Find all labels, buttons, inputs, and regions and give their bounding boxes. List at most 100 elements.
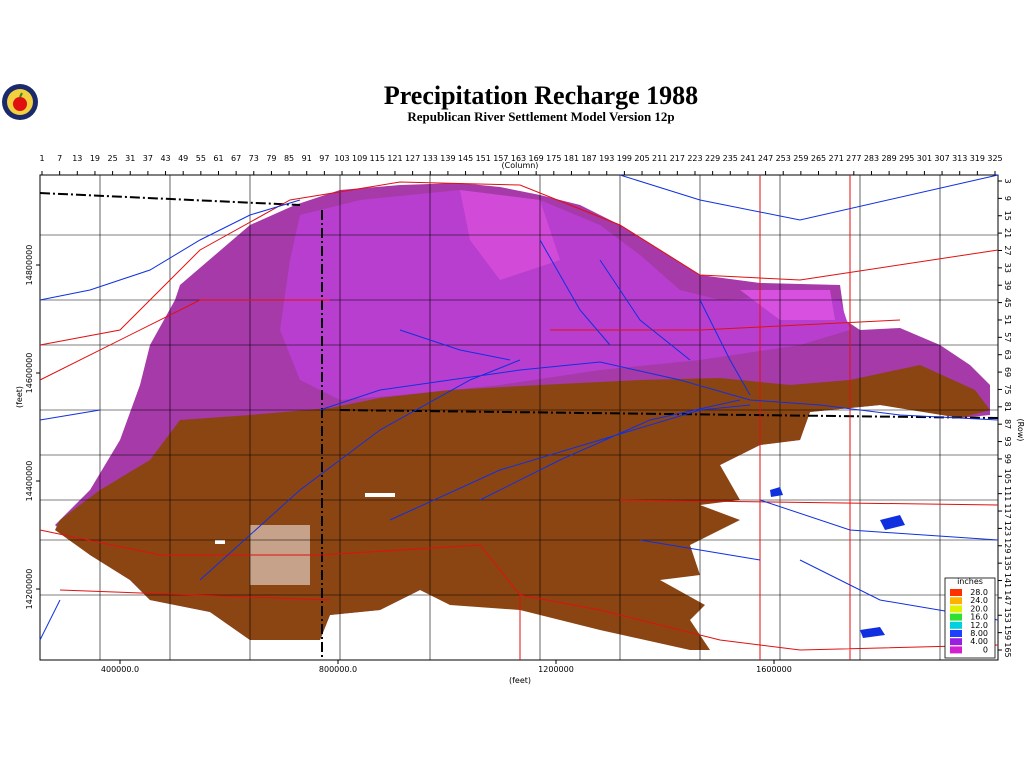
column-tick-label: 151 xyxy=(476,154,491,163)
column-tick-label: 157 xyxy=(493,154,508,163)
column-tick-label: 13 xyxy=(72,154,82,163)
column-tick-label: 175 xyxy=(546,154,561,163)
column-tick-label: 325 xyxy=(987,154,1002,163)
y-tick-label: 14200000 xyxy=(25,569,34,610)
row-tick-label: 129 xyxy=(1003,538,1012,553)
legend-label: 16.0 xyxy=(970,613,988,622)
row-tick-label: 123 xyxy=(1003,521,1012,536)
column-tick-label: 163 xyxy=(511,154,526,163)
row-tick-label: 39 xyxy=(1003,280,1012,290)
column-tick-label: 19 xyxy=(90,154,100,163)
column-tick-label: 211 xyxy=(652,154,667,163)
left-axis-label: (feet) xyxy=(15,386,24,408)
column-tick-label: 193 xyxy=(599,154,614,163)
y-tick-label: 14800000 xyxy=(25,245,34,286)
state-boundary xyxy=(39,192,999,660)
legend-swatch xyxy=(950,646,962,654)
legend-swatch xyxy=(950,597,962,605)
column-tick-label: 37 xyxy=(143,154,153,163)
column-tick-label: 115 xyxy=(370,154,385,163)
column-tick-label: 85 xyxy=(284,154,294,163)
legend-title: inches xyxy=(957,577,983,586)
row-tick-label: 165 xyxy=(1003,642,1012,657)
row-tick-label: 33 xyxy=(1003,263,1012,273)
row-tick-label: 27 xyxy=(1003,245,1012,255)
row-tick-label: 75 xyxy=(1003,384,1012,394)
legend-swatch xyxy=(950,589,962,596)
row-tick-label: 141 xyxy=(1003,573,1012,588)
legend-label: 4.00 xyxy=(970,637,988,646)
row-tick-label: 105 xyxy=(1003,469,1012,484)
column-tick-label: 91 xyxy=(302,154,312,163)
column-tick-label: 49 xyxy=(178,154,188,163)
legend: inches 28.024.020.016.012.08.004.000 xyxy=(944,577,996,659)
column-tick-label: 25 xyxy=(107,154,117,163)
legend-label: 20.0 xyxy=(970,604,988,613)
legend-swatch xyxy=(950,621,962,629)
column-tick-label: 79 xyxy=(266,154,276,163)
row-tick-label: 21 xyxy=(1003,228,1012,238)
legend-swatch xyxy=(950,613,962,621)
column-tick-label: 295 xyxy=(899,154,914,163)
map-area: (feet) (Column) (feet) (Row) xyxy=(15,161,1024,685)
x-tick-label: 400000.0 xyxy=(101,665,139,674)
legend-label: 12.0 xyxy=(970,621,988,630)
recharge-mid xyxy=(280,190,850,400)
column-tick-label: 271 xyxy=(829,154,844,163)
column-tick-label: 127 xyxy=(405,154,420,163)
column-tick-label: 229 xyxy=(705,154,720,163)
column-tick-label: 247 xyxy=(758,154,773,163)
column-tick-label: 265 xyxy=(811,154,826,163)
row-tick-label: 135 xyxy=(1003,556,1012,571)
column-tick-label: 241 xyxy=(740,154,755,163)
subtitle: Republican River Settlement Model Versio… xyxy=(407,109,674,124)
column-tick-label: 199 xyxy=(617,154,632,163)
column-tick-label: 307 xyxy=(934,154,949,163)
right-axis-label: (Row) xyxy=(1016,419,1024,442)
column-tick-label: 121 xyxy=(387,154,402,163)
column-tick-label: 169 xyxy=(529,154,544,163)
x-tick-label: 1600000 xyxy=(756,665,792,674)
row-tick-label: 111 xyxy=(1003,486,1012,501)
column-tick-label: 55 xyxy=(196,154,206,163)
column-tick-label: 301 xyxy=(917,154,932,163)
column-tick-label: 139 xyxy=(440,154,455,163)
column-tick-label: 319 xyxy=(970,154,985,163)
row-tick-label: 99 xyxy=(1003,454,1012,464)
legend-label: 8.00 xyxy=(970,629,988,638)
x-tick-label: 800000.0 xyxy=(319,665,357,674)
row-tick-label: 159 xyxy=(1003,625,1012,640)
column-tick-label: 109 xyxy=(352,154,367,163)
column-tick-label: 259 xyxy=(793,154,808,163)
logo xyxy=(2,84,38,120)
column-tick-label: 133 xyxy=(423,154,438,163)
column-tick-label: 67 xyxy=(231,154,241,163)
roads xyxy=(39,175,999,660)
column-tick-label: 1 xyxy=(39,154,44,163)
y-tick-label: 14400000 xyxy=(25,461,34,502)
legend-label: 24.0 xyxy=(970,596,988,605)
column-tick-label: 43 xyxy=(160,154,170,163)
row-tick-label: 153 xyxy=(1003,608,1012,623)
bottom-axis-label: (feet) xyxy=(509,676,531,685)
column-tick-label: 31 xyxy=(125,154,135,163)
row-tick-label: 93 xyxy=(1003,436,1012,446)
column-tick-label: 187 xyxy=(581,154,596,163)
recharge-high xyxy=(740,290,835,320)
column-tick-label: 283 xyxy=(864,154,879,163)
legend-swatch xyxy=(950,630,962,637)
row-tick-label: 57 xyxy=(1003,332,1012,342)
column-tick-label: 73 xyxy=(249,154,259,163)
title: Precipitation Recharge 1988 xyxy=(384,81,698,110)
row-tick-label: 3 xyxy=(1003,178,1012,183)
column-tick-label: 181 xyxy=(564,154,579,163)
column-tick-label: 235 xyxy=(723,154,738,163)
column-tick-label: 145 xyxy=(458,154,473,163)
legend-label: 0 xyxy=(983,645,988,654)
row-tick-label: 147 xyxy=(1003,590,1012,605)
column-tick-label: 205 xyxy=(634,154,649,163)
legend-label: 28.0 xyxy=(970,588,988,597)
column-tick-label: 7 xyxy=(57,154,62,163)
row-tick-label: 63 xyxy=(1003,350,1012,360)
